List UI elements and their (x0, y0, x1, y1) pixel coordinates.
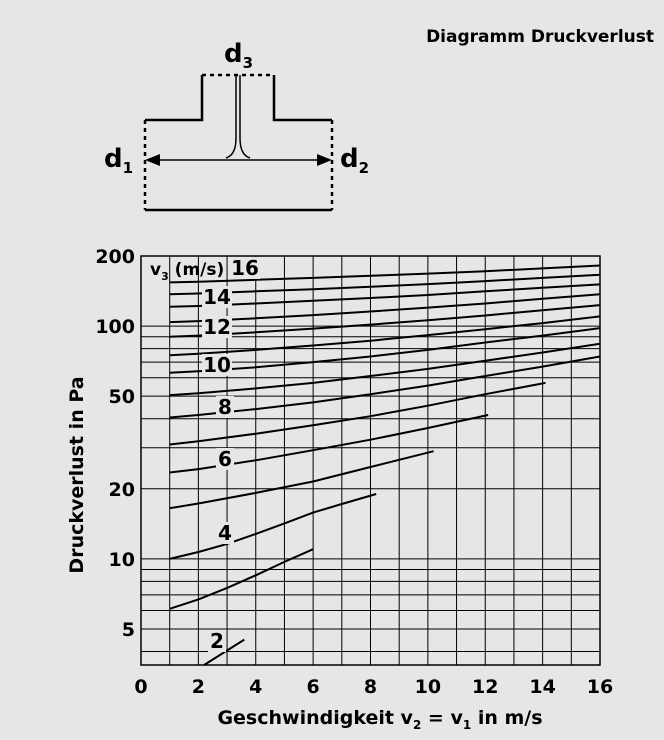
figure-title: Diagramm Druckverlust (426, 27, 654, 47)
x-tick-label: 4 (249, 676, 262, 698)
arrow-right-icon (317, 154, 332, 166)
y-tick-label: 200 (95, 246, 135, 268)
curve-label: 8 (218, 395, 232, 419)
curve-label: 16 (231, 256, 259, 280)
curve-label-background (230, 257, 260, 279)
curve-label-background (208, 630, 226, 652)
x-tick-label: 2 (192, 676, 205, 698)
tee-fitting-diagram (143, 73, 334, 212)
curve-label: 10 (203, 353, 231, 377)
curve-line (169, 342, 601, 397)
y-axis-label: Druckverlust in Pa (66, 376, 88, 573)
x-tick-label: 10 (415, 676, 441, 698)
curve-line (169, 414, 489, 474)
y-tick-label: 50 (109, 386, 135, 408)
curve-label: 12 (203, 315, 231, 339)
curves (169, 264, 601, 666)
x-tick-label: 16 (587, 676, 613, 698)
x-tick-label: 0 (134, 676, 147, 698)
arrow-left-icon (145, 154, 160, 166)
curve-line (169, 548, 314, 610)
label-d3: d3 (224, 39, 253, 72)
curve-label-background (216, 396, 234, 418)
flow-split-curves (225, 75, 251, 159)
tee-outline (145, 75, 332, 122)
curve-label-background (216, 448, 234, 470)
curve-line (203, 638, 245, 666)
curve-label-background (202, 286, 232, 308)
curve-label-background (216, 522, 234, 544)
x-tick-label: 12 (472, 676, 498, 698)
y-tick-label: 5 (122, 619, 135, 641)
curve-label: 2 (210, 629, 224, 653)
curve-line (169, 493, 377, 560)
curve-line (169, 315, 601, 357)
x-tick-label: 14 (529, 676, 555, 698)
curve-line (169, 355, 601, 419)
curve-label: 14 (203, 285, 231, 309)
y-tick-label: 20 (109, 479, 135, 501)
legend-label: v3 (m/s) (150, 260, 224, 283)
curve-line (169, 381, 546, 446)
curve-line (169, 283, 601, 308)
y-tick-label: 10 (109, 549, 135, 571)
curve-label: 4 (218, 521, 232, 545)
curve-line (169, 293, 601, 324)
label-d2: d2 (340, 144, 369, 177)
curve-line (169, 264, 601, 284)
x-tick-label: 8 (364, 676, 377, 698)
x-axis-label: Geschwindigkeit v2 = v1 in m/s (217, 707, 542, 732)
curve-label-background (202, 354, 232, 376)
label-d1: d1 (104, 144, 133, 177)
x-tick-label: 6 (307, 676, 320, 698)
curve-label-background (202, 316, 232, 338)
y-tick-label: 100 (95, 316, 135, 338)
curve-label: 6 (218, 447, 232, 471)
curve-line (169, 450, 434, 510)
